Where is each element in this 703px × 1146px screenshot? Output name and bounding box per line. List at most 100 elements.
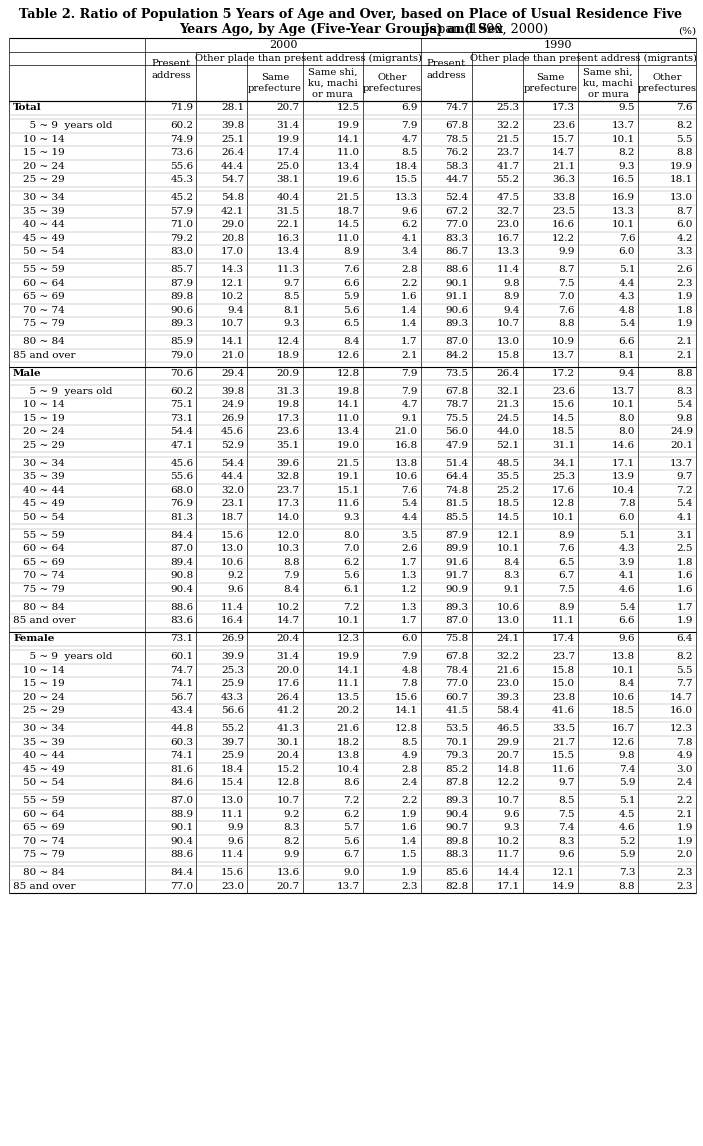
Text: 79.2: 79.2 [170,234,193,243]
Text: 8.2: 8.2 [676,652,693,661]
Text: 20.7: 20.7 [496,752,520,760]
Text: 77.0: 77.0 [170,881,193,890]
Text: 41.7: 41.7 [496,162,520,171]
Text: 13.7: 13.7 [670,458,693,468]
Text: 78.7: 78.7 [446,400,469,409]
Text: 7.5: 7.5 [558,278,575,288]
Text: 24.5: 24.5 [496,414,520,423]
Text: 1.9: 1.9 [676,292,693,301]
Text: 25.3: 25.3 [221,666,244,675]
Text: 9.3: 9.3 [619,162,636,171]
Text: 8.9: 8.9 [558,531,575,540]
Text: 26.9: 26.9 [221,634,244,643]
Text: 4.3: 4.3 [619,544,636,554]
Text: 81.5: 81.5 [446,500,469,508]
Text: 24.9: 24.9 [670,427,693,437]
Text: 11.0: 11.0 [337,148,360,157]
Text: 7.6: 7.6 [619,234,636,243]
Text: 4.1: 4.1 [401,234,418,243]
Text: 30 ~ 34: 30 ~ 34 [23,458,65,468]
Text: Total: Total [13,103,41,112]
Text: 84.4: 84.4 [170,531,193,540]
Text: 35.5: 35.5 [496,472,520,481]
Text: 5.4: 5.4 [676,500,693,508]
Text: 46.5: 46.5 [496,724,520,733]
Text: 9.6: 9.6 [503,810,520,818]
Text: 8.2: 8.2 [283,837,299,846]
Text: 18.9: 18.9 [277,351,299,360]
Text: 60.1: 60.1 [170,652,193,661]
Text: 41.3: 41.3 [277,724,299,733]
Text: 90.1: 90.1 [446,278,469,288]
Text: 24.1: 24.1 [496,634,520,643]
Text: Same
prefecture: Same prefecture [248,73,302,93]
Text: 6.4: 6.4 [676,634,693,643]
Text: 14.8: 14.8 [496,764,520,774]
Text: Other place than present address (migrants): Other place than present address (migran… [470,54,697,63]
Text: 5.6: 5.6 [343,571,360,580]
Text: 16.0: 16.0 [670,706,693,715]
Text: 8.5: 8.5 [401,148,418,157]
Text: 8.5: 8.5 [283,292,299,301]
Text: 39.8: 39.8 [221,121,244,131]
Text: 73.6: 73.6 [170,148,193,157]
Text: 8.8: 8.8 [283,558,299,567]
Text: 73.1: 73.1 [170,414,193,423]
Text: 13.0: 13.0 [496,337,520,346]
Text: 8.9: 8.9 [558,603,575,612]
Text: 8.1: 8.1 [283,306,299,315]
Text: 58.3: 58.3 [446,162,469,171]
Text: 10.7: 10.7 [496,320,520,328]
Text: 10.6: 10.6 [221,558,244,567]
Text: 4.8: 4.8 [401,666,418,675]
Text: 26.4: 26.4 [496,369,520,378]
Text: 20.4: 20.4 [277,752,299,760]
Text: 18.4: 18.4 [394,162,418,171]
Text: 12.1: 12.1 [221,278,244,288]
Text: 1.8: 1.8 [676,306,693,315]
Text: 67.8: 67.8 [446,386,469,395]
Text: 85.2: 85.2 [446,764,469,774]
Text: 6.7: 6.7 [343,850,360,860]
Text: 39.7: 39.7 [221,738,244,747]
Text: 45.6: 45.6 [170,458,193,468]
Text: 5 ~ 9  years old: 5 ~ 9 years old [23,386,112,395]
Text: 1.7: 1.7 [401,617,418,626]
Text: 54.4: 54.4 [221,458,244,468]
Text: 2.1: 2.1 [676,351,693,360]
Text: 23.1: 23.1 [221,500,244,508]
Text: 8.3: 8.3 [283,823,299,832]
Text: 75 ~ 79: 75 ~ 79 [23,320,65,328]
Text: 22.1: 22.1 [277,220,299,229]
Text: 90.9: 90.9 [446,584,469,594]
Text: 1.7: 1.7 [401,337,418,346]
Text: 10.6: 10.6 [394,472,418,481]
Text: 44.4: 44.4 [221,162,244,171]
Text: 16.8: 16.8 [394,441,418,449]
Text: 15 ~ 19: 15 ~ 19 [23,680,65,689]
Text: 15.7: 15.7 [552,135,575,143]
Text: 40 ~ 44: 40 ~ 44 [23,752,65,760]
Text: 19.9: 19.9 [337,121,360,131]
Text: 10 ~ 14: 10 ~ 14 [23,135,65,143]
Text: 25.2: 25.2 [496,486,520,495]
Text: 10.2: 10.2 [221,292,244,301]
Text: 11.1: 11.1 [337,680,360,689]
Text: 85.6: 85.6 [446,869,469,877]
Text: 14.5: 14.5 [496,512,520,521]
Text: 2.2: 2.2 [401,796,418,806]
Text: 2.2: 2.2 [401,278,418,288]
Text: 79.3: 79.3 [446,752,469,760]
Text: 5.9: 5.9 [343,292,360,301]
Text: 2.6: 2.6 [401,544,418,554]
Text: 25.9: 25.9 [221,680,244,689]
Text: 35 ~ 39: 35 ~ 39 [23,206,65,215]
Text: 17.3: 17.3 [552,103,575,112]
Text: 60 ~ 64: 60 ~ 64 [23,544,65,554]
Text: 89.9: 89.9 [446,544,469,554]
Text: 75.5: 75.5 [446,414,469,423]
Text: 88.3: 88.3 [446,850,469,860]
Text: 5.2: 5.2 [619,837,636,846]
Text: 21.0: 21.0 [221,351,244,360]
Text: 11.7: 11.7 [496,850,520,860]
